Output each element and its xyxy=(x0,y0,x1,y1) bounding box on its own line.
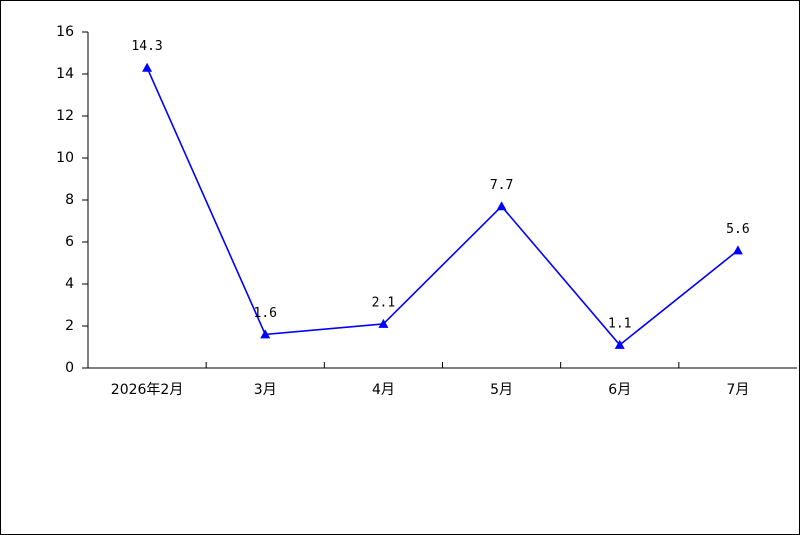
data-label: 1.1 xyxy=(608,316,631,331)
x-tick-label: 7月 xyxy=(726,382,749,398)
x-tick-label: 2026年2月 xyxy=(111,382,184,398)
y-tick-label: 14 xyxy=(56,66,74,82)
y-tick-label: 2 xyxy=(65,318,74,334)
x-tick-label: 4月 xyxy=(372,382,395,398)
data-label: 1.6 xyxy=(254,306,277,321)
x-tick-label: 3月 xyxy=(254,382,277,398)
data-line xyxy=(146,67,739,347)
y-tick-label: 8 xyxy=(65,192,74,208)
data-point xyxy=(260,329,271,339)
y-tick-label: 10 xyxy=(56,150,74,166)
y-tick-label: 0 xyxy=(65,360,74,376)
x-tick-label: 5月 xyxy=(490,382,513,398)
y-tick-label: 12 xyxy=(56,108,74,124)
data-point xyxy=(732,245,743,255)
data-point xyxy=(378,318,389,328)
data-point xyxy=(496,201,507,211)
x-tick-label: 6月 xyxy=(608,382,631,398)
data-point xyxy=(614,339,625,349)
data-label: 7.7 xyxy=(490,178,513,193)
data-label: 2.1 xyxy=(372,295,395,310)
y-tick-label: 6 xyxy=(65,234,74,250)
data-point xyxy=(142,62,153,72)
y-tick-label: 16 xyxy=(56,24,74,40)
data-label: 5.6 xyxy=(726,222,749,237)
data-label: 14.3 xyxy=(131,39,162,54)
y-tick-label: 4 xyxy=(65,276,74,292)
